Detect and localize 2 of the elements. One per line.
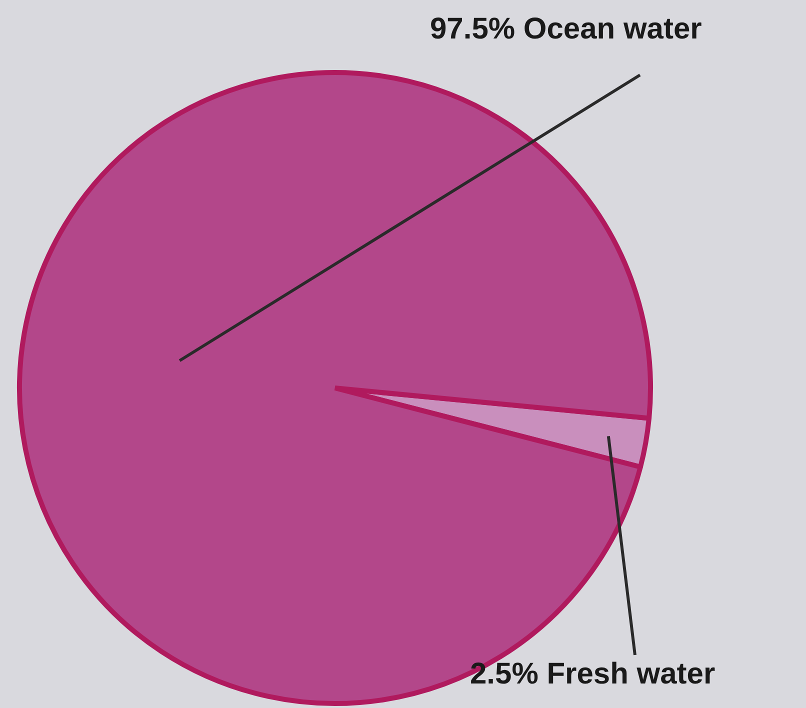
slice-label: 97.5% Ocean water — [430, 12, 702, 46]
slice-label: 2.5% Fresh water — [470, 657, 716, 690]
